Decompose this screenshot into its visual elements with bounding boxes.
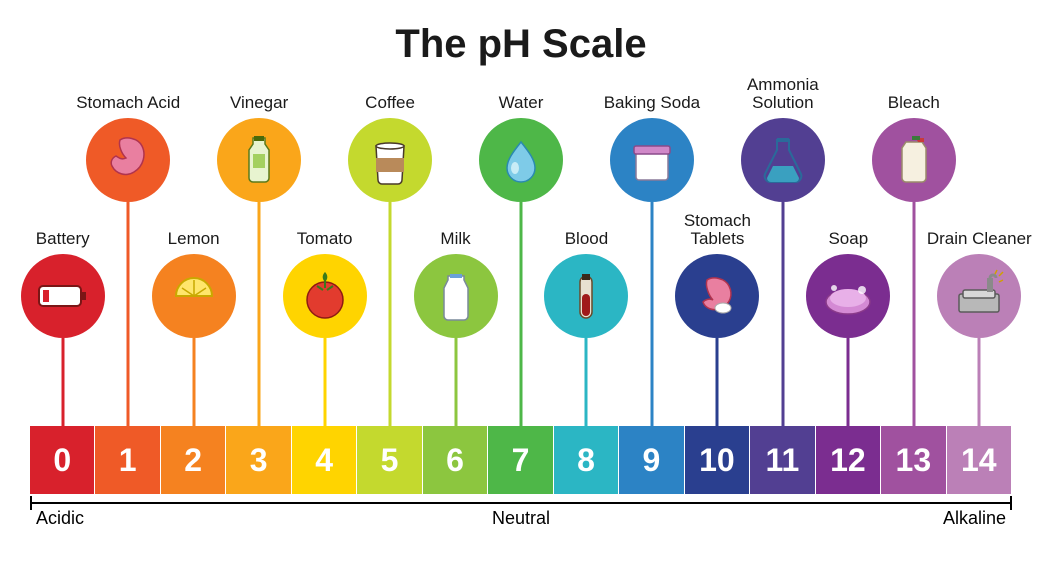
ph-number: 12 — [830, 442, 866, 479]
item-label: Tomato — [255, 230, 395, 248]
tomato-icon — [297, 268, 353, 324]
axis-line — [30, 502, 1012, 504]
item-label: Ammonia Solution — [713, 76, 853, 112]
ph-box-5: 5 — [357, 426, 421, 494]
item-stem — [847, 338, 850, 426]
item-stem — [585, 338, 588, 426]
item-circle — [675, 254, 759, 338]
tablets-icon — [689, 268, 745, 324]
item-circle — [610, 118, 694, 202]
axis-label-neutral: Neutral — [492, 508, 550, 529]
item-circle — [21, 254, 105, 338]
item-circle — [806, 254, 890, 338]
item-label: Milk — [386, 230, 526, 248]
item-circle — [217, 118, 301, 202]
ph-box-3: 3 — [226, 426, 290, 494]
ph-number: 6 — [446, 442, 464, 479]
water-icon — [493, 132, 549, 188]
axis-labels: Acidic Neutral Alkaline — [30, 508, 1012, 530]
bleach-icon — [886, 132, 942, 188]
item-label: Blood — [516, 230, 656, 248]
flask-icon — [755, 132, 811, 188]
ph-number: 1 — [119, 442, 137, 479]
item-stem — [978, 338, 981, 426]
item-label: Stomach Tablets — [647, 212, 787, 248]
ph-box-9: 9 — [619, 426, 683, 494]
item-circle — [283, 254, 367, 338]
ph-box-13: 13 — [881, 426, 945, 494]
item-label: Coffee — [320, 94, 460, 112]
item-label: Soap — [778, 230, 918, 248]
lemon-icon — [166, 268, 222, 324]
ph-box-12: 12 — [816, 426, 880, 494]
item-circle — [152, 254, 236, 338]
stomach-icon — [100, 132, 156, 188]
ph-number: 2 — [184, 442, 202, 479]
soap-icon — [820, 268, 876, 324]
axis-label-acidic: Acidic — [36, 508, 84, 529]
ph-number-boxes: 01234567891011121314 — [30, 426, 1012, 494]
ph-box-10: 10 — [685, 426, 749, 494]
item-circle — [741, 118, 825, 202]
vinegar-icon — [231, 132, 287, 188]
ph-box-8: 8 — [554, 426, 618, 494]
item-circle — [479, 118, 563, 202]
ph-box-1: 1 — [95, 426, 159, 494]
item-stem — [716, 338, 719, 426]
item-label: Water — [451, 94, 591, 112]
ph-number: 10 — [699, 442, 735, 479]
ph-number: 7 — [512, 442, 530, 479]
ph-box-2: 2 — [161, 426, 225, 494]
blood-icon — [558, 268, 614, 324]
ph-box-4: 4 — [292, 426, 356, 494]
item-label: Bleach — [844, 94, 984, 112]
ph-number: 5 — [381, 442, 399, 479]
ph-box-7: 7 — [488, 426, 552, 494]
item-circle — [872, 118, 956, 202]
battery-icon — [35, 268, 91, 324]
ph-number: 14 — [961, 442, 997, 479]
item-label: Battery — [0, 230, 133, 248]
ph-box-6: 6 — [423, 426, 487, 494]
ph-box-14: 14 — [947, 426, 1011, 494]
item-circle — [544, 254, 628, 338]
ph-number: 9 — [643, 442, 661, 479]
item-stem — [61, 338, 64, 426]
milk-icon — [428, 268, 484, 324]
bakingsoda-icon — [624, 132, 680, 188]
item-circle — [937, 254, 1021, 338]
item-label: Lemon — [124, 230, 264, 248]
ph-number: 3 — [250, 442, 268, 479]
coffee-icon — [362, 132, 418, 188]
ph-number: 8 — [577, 442, 595, 479]
ph-number: 0 — [53, 442, 71, 479]
item-label: Drain Cleaner — [909, 230, 1042, 248]
item-circle — [414, 254, 498, 338]
item-circle — [348, 118, 432, 202]
ph-scale-diagram: 01234567891011121314 Acidic Neutral Alka… — [30, 90, 1012, 530]
ph-number: 11 — [765, 442, 799, 479]
item-stem — [192, 338, 195, 426]
item-label: Vinegar — [189, 94, 329, 112]
ph-number: 4 — [315, 442, 333, 479]
ph-box-11: 11 — [750, 426, 814, 494]
item-stem — [454, 338, 457, 426]
item-label: Baking Soda — [582, 94, 722, 112]
ph-box-0: 0 — [30, 426, 94, 494]
item-stem — [323, 338, 326, 426]
item-label: Stomach Acid — [58, 94, 198, 112]
ph-number: 13 — [896, 442, 932, 479]
axis-label-alkaline: Alkaline — [943, 508, 1006, 529]
drain-icon — [951, 268, 1007, 324]
item-circle — [86, 118, 170, 202]
page-title: The pH Scale — [0, 22, 1042, 67]
